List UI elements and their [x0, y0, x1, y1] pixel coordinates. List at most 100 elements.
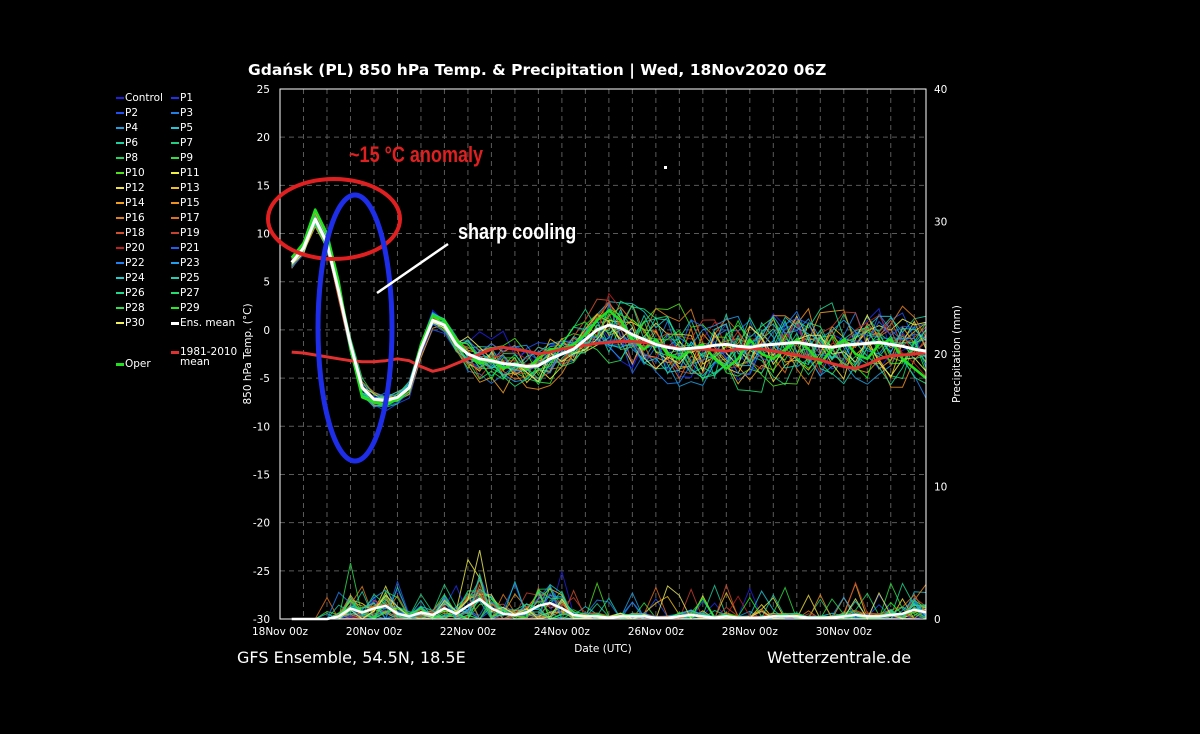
legend-label: P21	[180, 242, 200, 254]
legend-label: P3	[180, 107, 194, 119]
ens-mean-precip-line	[291, 597, 927, 621]
legend-swatch	[116, 187, 124, 189]
legend-swatch	[116, 157, 124, 159]
legend-label: Ens. mean	[180, 317, 236, 329]
main-series	[290, 208, 927, 621]
legend-swatch	[171, 292, 179, 294]
legend-label: P17	[180, 212, 200, 224]
legend-label: P24	[125, 272, 145, 284]
anomaly-annotation: ~15 °C anomaly	[349, 142, 484, 167]
y-tick-label: 25	[257, 84, 270, 96]
legend-item: P16	[116, 213, 145, 224]
legend-item: P10	[116, 168, 145, 179]
legend-label: P22	[125, 257, 145, 269]
y-tick-label: 10	[257, 229, 270, 241]
legend-item: P21	[171, 243, 200, 254]
legend-item: P29	[171, 303, 200, 314]
legend-item: P6	[116, 138, 138, 149]
legend-swatch	[171, 97, 179, 99]
legend-item: P22	[116, 258, 145, 269]
source-credit: Wetterzentrale.de	[767, 648, 912, 667]
cooling-ellipse	[315, 192, 395, 464]
y-tick-label: -20	[253, 518, 270, 530]
annotation-overlays	[266, 166, 667, 464]
legend-item: P13	[171, 183, 200, 194]
legend-swatch	[171, 247, 179, 249]
legend-label: P12	[125, 182, 145, 194]
legend-item: P28	[116, 303, 145, 314]
x-tick-label: 20Nov 00z	[346, 626, 403, 638]
y2-tick-label: 20	[934, 349, 947, 361]
legend-label: P27	[180, 287, 200, 299]
legend-item: P12	[116, 183, 145, 194]
x-tick-label: 22Nov 00z	[440, 626, 497, 638]
chart-title: Gdańsk (PL) 850 hPa Temp. & Precipitatio…	[248, 61, 827, 79]
model-info: GFS Ensemble, 54.5N, 18.5E	[237, 648, 466, 667]
member-line	[291, 223, 927, 407]
legend-label: 1981-2010 mean	[180, 346, 238, 368]
x-tick-label: 24Nov 00z	[534, 626, 591, 638]
legend-swatch	[116, 262, 124, 264]
legend-swatch	[116, 112, 124, 114]
y2-tick-label: 40	[934, 84, 947, 96]
legend-label: P29	[180, 302, 200, 314]
legend-label: P20	[125, 242, 145, 254]
legend-label: P16	[125, 212, 145, 224]
legend-item: P30	[116, 318, 145, 329]
legend-label: P7	[180, 137, 194, 149]
legend-item: P18	[116, 228, 145, 239]
legend-swatch	[171, 350, 179, 354]
legend-swatch	[171, 112, 179, 114]
legend-item: P3	[171, 108, 193, 119]
legend-label: P14	[125, 197, 145, 209]
legend-swatch	[116, 292, 124, 294]
oper-line	[290, 208, 927, 407]
legend-label: P15	[180, 197, 200, 209]
y-tick-label: -25	[253, 566, 270, 578]
legend-item: P26	[116, 288, 145, 299]
cooling-pointer	[376, 242, 449, 295]
legend-item: P24	[116, 273, 145, 284]
legend-swatch	[171, 321, 179, 325]
legend-item: P19	[171, 228, 200, 239]
y2-axis-label: Precipitation (mm)	[951, 305, 963, 403]
ensemble-members	[291, 211, 927, 412]
stray-dot	[664, 166, 667, 169]
legend-swatch	[171, 262, 179, 264]
y-tick-label: -10	[253, 421, 270, 433]
legend-swatch	[171, 187, 179, 189]
legend-swatch	[171, 202, 179, 204]
x-tick-label: 26Nov 00z	[628, 626, 685, 638]
legend-label: P28	[125, 302, 145, 314]
legend-label: P2	[125, 107, 139, 119]
member-line	[291, 220, 927, 403]
legend-swatch	[171, 127, 179, 129]
legend-swatch	[171, 172, 179, 174]
y-tick-label: 20	[257, 132, 270, 144]
legend-item: P27	[171, 288, 200, 299]
legend-item: P9	[171, 153, 193, 164]
plot-frame	[279, 88, 927, 620]
legend-swatch	[116, 322, 124, 324]
legend-label: P5	[180, 122, 194, 134]
legend-swatch	[171, 307, 179, 309]
legend-swatch	[171, 217, 179, 219]
y2-tick-label: 10	[934, 482, 947, 494]
legend-swatch	[116, 202, 124, 204]
legend-item: P23	[171, 258, 200, 269]
legend-label: P4	[125, 122, 139, 134]
legend-item: P2	[116, 108, 138, 119]
legend-swatch	[171, 277, 179, 279]
anomaly-ellipse	[266, 177, 402, 261]
legend-swatch	[116, 172, 124, 174]
legend-label: P1	[180, 92, 194, 104]
legend-item: 1981-2010 mean	[171, 347, 240, 367]
y2-tick-label: 0	[934, 614, 941, 626]
legend-swatch	[116, 142, 124, 144]
ens-mean-line	[290, 217, 927, 402]
legend-item: Control	[116, 93, 163, 104]
legend-swatch	[116, 277, 124, 279]
y-tick-label: -15	[253, 469, 270, 481]
legend-item: P11	[171, 168, 200, 179]
